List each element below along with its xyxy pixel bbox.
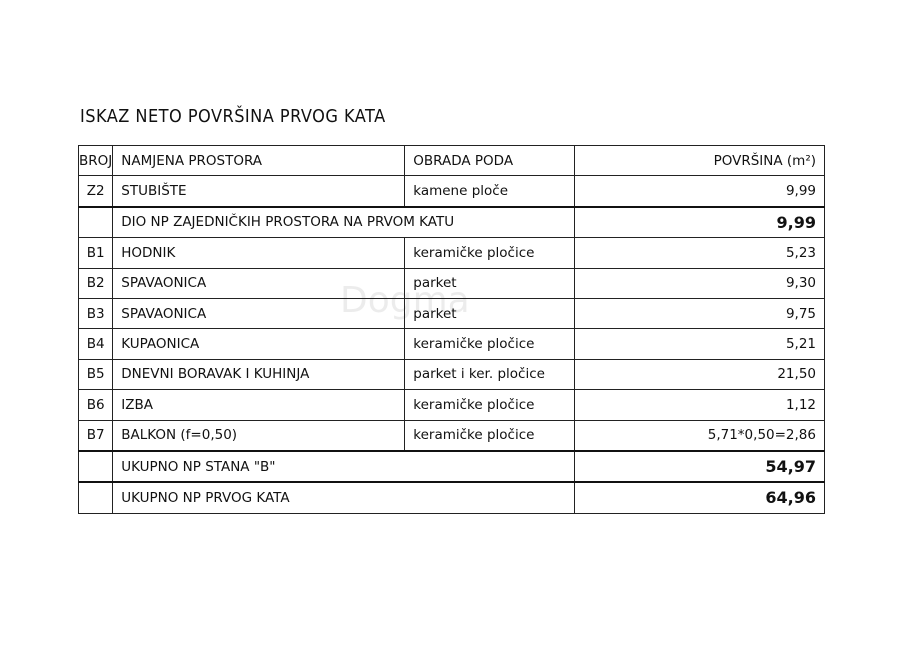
room-purpose: KUPAONICA — [112, 328, 406, 360]
summary-value: 54,97 — [574, 449, 825, 483]
room-area: 5,23 — [574, 237, 825, 269]
room-number: Z2 — [77, 175, 114, 208]
header-row: BROJ NAMJENA PROSTORA OBRADA PODA POVRŠINA … — [77, 144, 825, 177]
table-row: B6 IZBA keramičke pločice 1,12 — [77, 389, 825, 421]
summary-row: DIO NP ZAJEDNIČKIH PROSTORA NA PRVOM KAT… — [77, 205, 825, 239]
room-purpose: HODNIK — [112, 237, 406, 269]
summary-row: UKUPNO NP PRVOG KATA 64,96 — [77, 481, 825, 514]
floor-finish: keramičke pločice — [404, 328, 576, 360]
floor-finish: keramičke pločice — [404, 389, 576, 421]
room-purpose: SPAVAONICA — [112, 267, 406, 299]
room-number: B3 — [77, 297, 114, 330]
summary-label: DIO NP ZAJEDNIČKIH PROSTORA NA PRVOM KAT… — [112, 205, 576, 239]
summary-row: UKUPNO NP STANA "B" 54,97 — [77, 449, 825, 483]
area-table: BROJ NAMJENA PROSTORA OBRADA PODA POVRŠINA … — [77, 144, 825, 514]
room-number: B4 — [77, 328, 114, 360]
summary-value: 64,96 — [574, 481, 825, 514]
floor-finish: keramičke pločice — [404, 237, 576, 269]
floor-finish: parket i ker. pločice — [404, 358, 576, 391]
column-header: NAMJENA PROSTORA — [112, 144, 406, 177]
column-header: POVRŠINA (m²) — [574, 144, 825, 177]
room-area: 9,75 — [574, 297, 825, 330]
room-area: 5,71*0,50=2,86 — [574, 419, 825, 452]
table-row: B1 HODNIK keramičke pločice 5,23 — [77, 237, 825, 269]
table-row: B3 SPAVAONICA parket 9,75 — [77, 297, 825, 330]
room-area: 5,21 — [574, 328, 825, 360]
floor-finish: parket — [404, 267, 576, 299]
room-number: B1 — [77, 237, 114, 269]
room-purpose: IZBA — [112, 389, 406, 421]
summary-value: 9,99 — [574, 205, 825, 239]
column-header: OBRADA PODA — [404, 144, 576, 177]
table-row: B2 SPAVAONICA parket 9,30 — [77, 267, 825, 299]
room-area: 21,50 — [574, 358, 825, 391]
summary-label: UKUPNO NP STANA "B" — [112, 449, 576, 483]
table-row: Z2 STUBIŠTE kamene ploče 9,99 — [77, 175, 825, 208]
table-row: B4 KUPAONICA keramičke pločice 5,21 — [77, 328, 825, 360]
room-purpose: SPAVAONICA — [112, 297, 406, 330]
floor-finish: kamene ploče — [404, 175, 576, 208]
room-area: 9,30 — [574, 267, 825, 299]
room-purpose: DNEVNI BORAVAK I KUHINJA — [112, 358, 406, 391]
summary-label: UKUPNO NP PRVOG KATA — [112, 481, 576, 514]
room-area: 9,99 — [574, 175, 825, 208]
floor-finish: parket — [404, 297, 576, 330]
room-purpose: BALKON (f=0,50) — [112, 419, 406, 452]
room-number: B7 — [77, 419, 114, 452]
room-area: 1,12 — [574, 389, 825, 421]
column-header: BROJ — [77, 144, 114, 177]
room-number: B5 — [77, 358, 114, 391]
floor-finish: keramičke pločice — [404, 419, 576, 452]
room-number: B6 — [77, 389, 114, 421]
room-purpose: STUBIŠTE — [112, 175, 406, 208]
page-title: ISKAZ NETO POVRŠINA PRVOG KATA — [80, 106, 386, 127]
room-number: B2 — [77, 267, 114, 299]
table-row: B5 DNEVNI BORAVAK I KUHINJA parket i ker. … — [77, 358, 825, 391]
table-row: B7 BALKON (f=0,50) keramičke pločice 5,71*0… — [77, 419, 825, 452]
